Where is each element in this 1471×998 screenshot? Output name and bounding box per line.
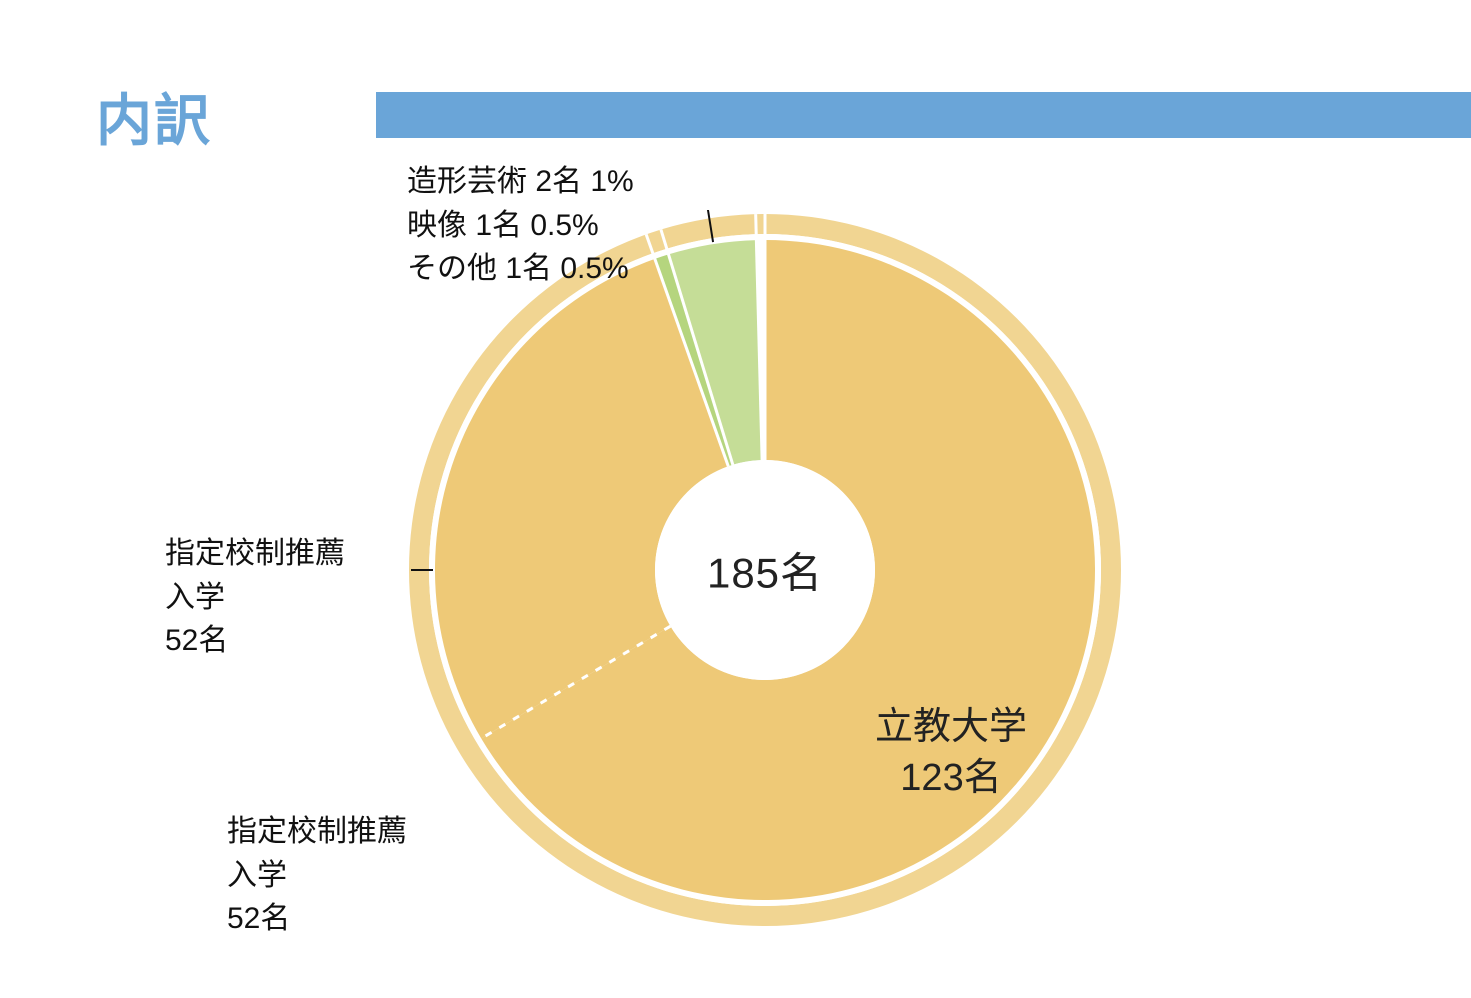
callout-top: 造形芸術 2名 1%映像 1名 0.5%その他 1名 0.5% bbox=[407, 160, 634, 291]
slice-label-rikkyo: 立教大学123名 bbox=[875, 702, 1027, 805]
callout-bottom: 指定校制推薦入学52名 bbox=[227, 810, 407, 941]
header: 内訳 bbox=[96, 82, 1471, 146]
callout-mid: 指定校制推薦入学52名 bbox=[165, 532, 345, 663]
header-bar bbox=[376, 92, 1471, 138]
donut-chart: 185名 立教大学123名 bbox=[405, 210, 1125, 930]
donut-center-label: 185名 bbox=[707, 540, 823, 601]
page-container: 内訳 185名 立教大学123名 造形芸術 2名 1%映像 1名 0.5%その他… bbox=[0, 0, 1471, 998]
header-title: 内訳 bbox=[96, 76, 212, 157]
